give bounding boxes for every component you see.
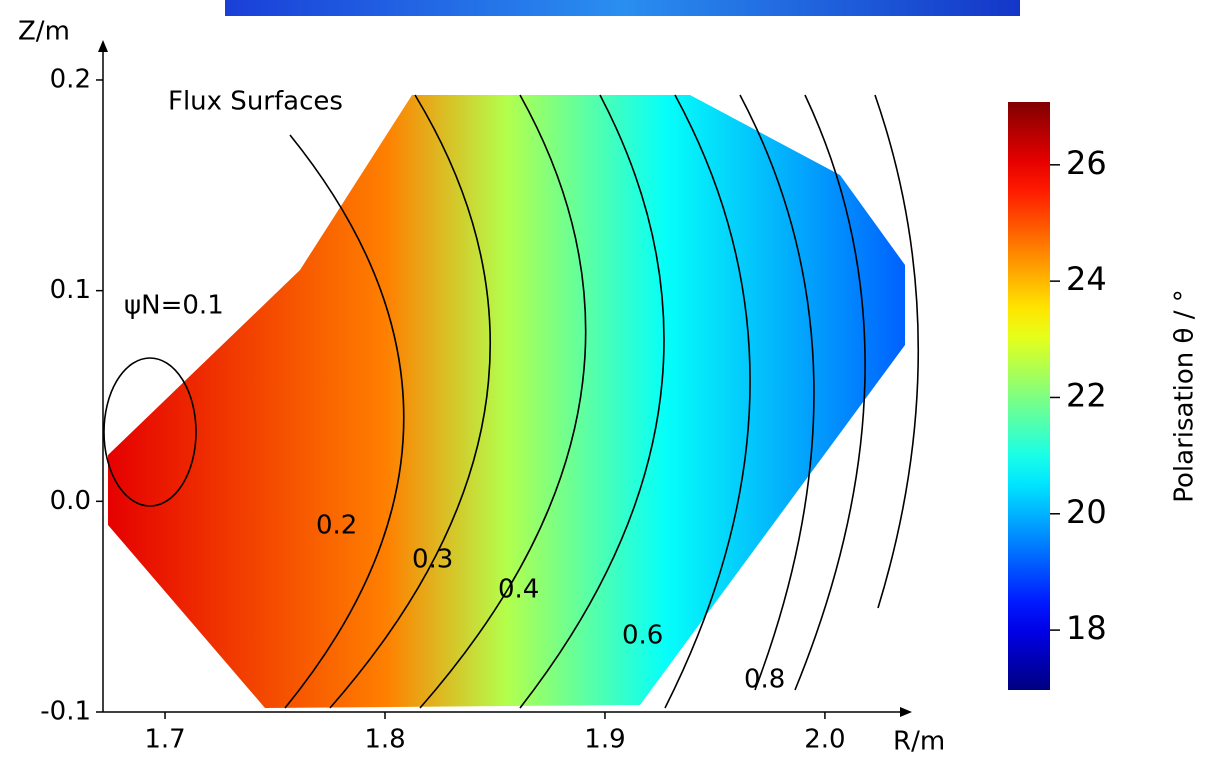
annotation: Flux Surfaces (168, 87, 343, 117)
field-map (108, 95, 905, 708)
annotation: 0.3 (412, 545, 453, 575)
flux-surface (664, 94, 751, 709)
x-tick-label: 2.0 (804, 725, 845, 755)
y-tick-label: -0.1 (40, 697, 91, 727)
banner-image (225, 0, 1020, 16)
flux-surfaces (103, 94, 920, 709)
annotation: 0.2 (316, 511, 357, 541)
annotation: 0.8 (744, 665, 785, 695)
y-tick-label: 0.2 (50, 64, 91, 94)
x-tick-label: 1.7 (144, 725, 185, 755)
x-axis-arrow (900, 707, 912, 717)
colorbar-label: Polarisation θ / ° (1170, 289, 1200, 502)
y-axis-arrow (98, 40, 108, 52)
annotation: 0.4 (498, 575, 539, 605)
colorbar-tick-label: 18 (1066, 609, 1107, 647)
colorbar-tick-label: 26 (1066, 144, 1107, 182)
flux-surface (874, 94, 920, 609)
flux-surface (419, 94, 587, 709)
colorbar (1008, 102, 1050, 690)
flux-surface (103, 357, 197, 507)
annotation: ψN=0.1 (124, 291, 224, 321)
x-tick-label: 1.9 (584, 725, 625, 755)
y-tick-label: 0.1 (50, 275, 91, 305)
y-tick-label: 0.0 (50, 486, 91, 516)
x-axis-label: R/m (893, 727, 945, 757)
y-axis-label: Z/m (18, 17, 70, 47)
annotation: 0.6 (622, 621, 663, 651)
flux-surface (794, 94, 866, 691)
flux-surface (519, 94, 665, 709)
flux-surface (739, 94, 815, 691)
x-tick-label: 1.8 (364, 725, 405, 755)
flux-surface (284, 134, 405, 709)
flux-surface (329, 94, 492, 709)
colorbar-tick-label: 24 (1066, 260, 1107, 298)
colorbar-tick-label: 22 (1066, 376, 1107, 414)
colorbar-tick-label: 20 (1066, 493, 1107, 531)
